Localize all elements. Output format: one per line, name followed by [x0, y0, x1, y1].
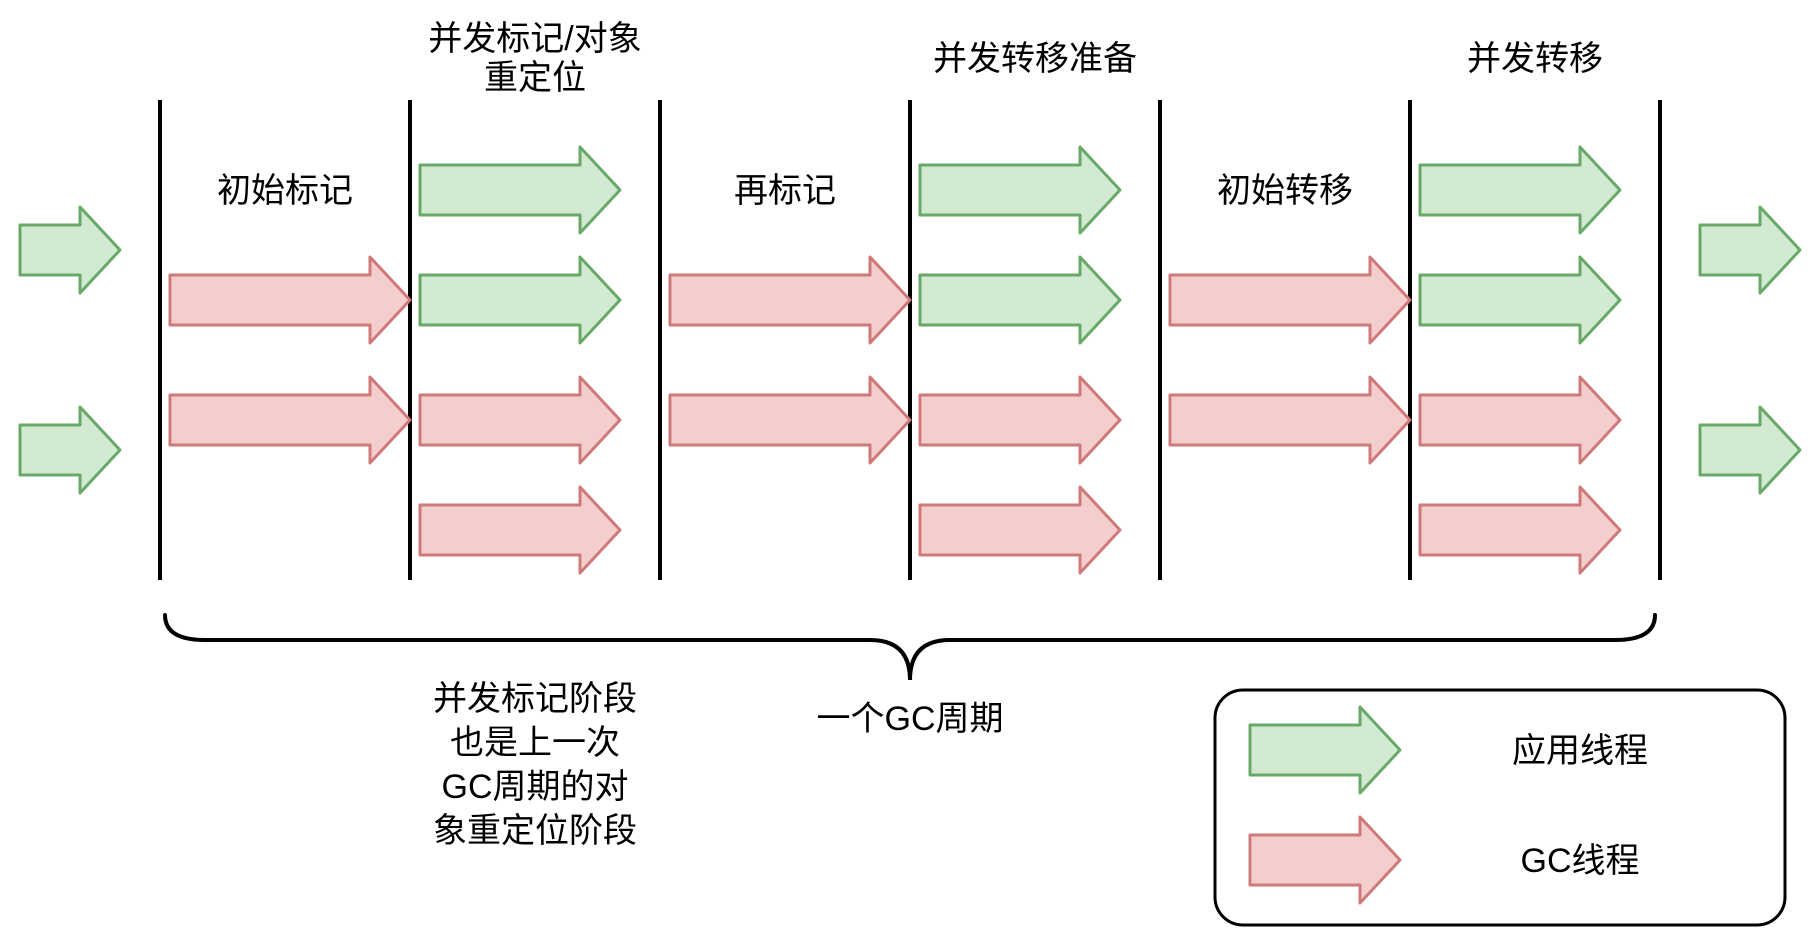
phase-top-label: 并发转移: [1467, 40, 1603, 78]
app-thread-arrow: [1700, 407, 1800, 493]
app-thread-arrow: [1700, 207, 1800, 293]
gc-thread-arrow: [920, 377, 1120, 463]
legend-gc-thread-icon: [1250, 817, 1400, 903]
app-thread-arrow: [920, 257, 1120, 343]
gc-thread-arrow: [1420, 377, 1620, 463]
phase-mid-label: 初始标记: [217, 172, 353, 210]
app-thread-arrow: [1420, 257, 1620, 343]
legend-gc-thread-label: GC线程: [1521, 842, 1640, 880]
app-thread-arrow: [1420, 147, 1620, 233]
phase-top-label: 并发标记/对象重定位: [428, 20, 641, 97]
gc-thread-arrow: [670, 377, 910, 463]
gc-thread-arrow: [170, 377, 410, 463]
gc-thread-arrow: [1170, 257, 1410, 343]
app-thread-arrow: [420, 257, 620, 343]
app-thread-arrow: [920, 147, 1120, 233]
gc-thread-arrow: [420, 377, 620, 463]
gc-cycle-brace: [165, 615, 1655, 680]
app-thread-arrow: [20, 207, 120, 293]
gc-thread-arrow: [1170, 377, 1410, 463]
gc-thread-arrow: [1420, 487, 1620, 573]
phase-mid-label: 再标记: [734, 172, 836, 210]
caption-gc-cycle: 一个GC周期: [817, 700, 1004, 738]
phase-mid-label: 初始转移: [1217, 172, 1353, 210]
caption-concurrent-mark-note: 并发标记阶段也是上一次GC周期的对象重定位阶段: [433, 680, 637, 850]
app-thread-arrow: [20, 407, 120, 493]
gc-thread-arrow: [670, 257, 910, 343]
gc-thread-arrow: [920, 487, 1120, 573]
gc-thread-arrow: [420, 487, 620, 573]
app-thread-arrow: [420, 147, 620, 233]
legend-app-thread-label: 应用线程: [1512, 732, 1648, 770]
gc-thread-arrow: [170, 257, 410, 343]
legend-app-thread-icon: [1250, 707, 1400, 793]
phase-top-label: 并发转移准备: [933, 40, 1137, 78]
